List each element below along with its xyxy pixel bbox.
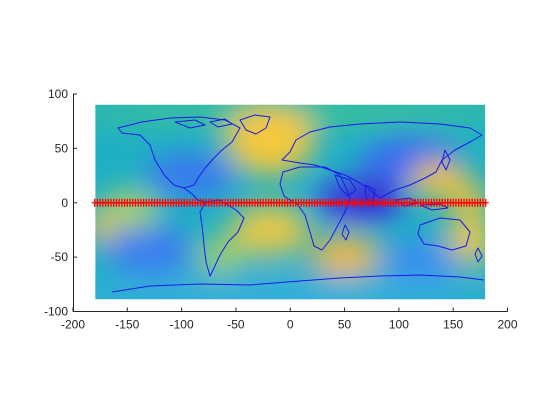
y-axis-ticks: -100 -50 0 50 100: [44, 87, 77, 319]
y-tick-label: 50: [55, 141, 69, 155]
y-tick-label: 100: [48, 87, 68, 101]
x-tick-label: 100: [389, 318, 409, 332]
y-tick-label: 0: [61, 196, 68, 210]
x-tick-label: 50: [338, 318, 352, 332]
equator-markers: [92, 199, 489, 207]
x-tick-label: -50: [227, 318, 245, 332]
x-tick-label: 200: [497, 318, 517, 332]
x-tick-label: -150: [115, 318, 139, 332]
x-tick-label: -100: [170, 318, 194, 332]
x-tick-label: 150: [443, 318, 463, 332]
y-tick-label: -100: [44, 305, 68, 319]
x-tick-label: -200: [61, 318, 85, 332]
y-tick-label: -50: [51, 250, 69, 264]
x-tick-label: 0: [287, 318, 294, 332]
